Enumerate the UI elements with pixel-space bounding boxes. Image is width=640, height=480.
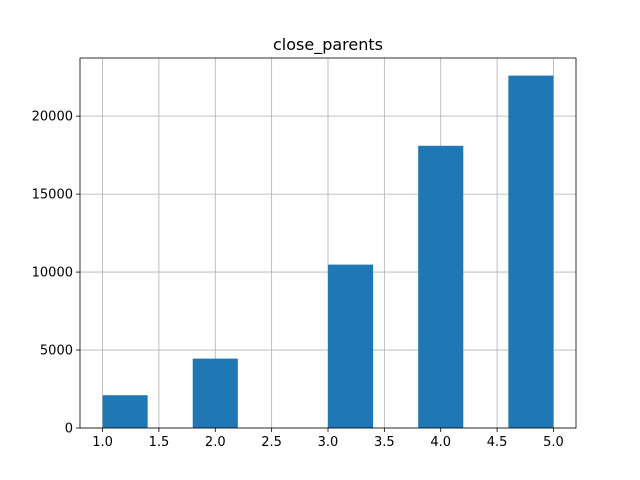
x-tick-label: 3.5 <box>374 435 395 450</box>
y-tick-label: 15000 <box>32 188 73 203</box>
y-tick-label: 10000 <box>32 266 73 281</box>
histogram-bar <box>418 145 464 429</box>
x-tick-label: 1.0 <box>92 435 113 450</box>
x-tick-label: 5.0 <box>543 435 564 450</box>
histogram-bar <box>102 395 148 428</box>
bar-layer <box>102 75 554 429</box>
y-tick-label: 20000 <box>32 110 73 125</box>
x-tick-label: 1.5 <box>149 435 170 450</box>
grid-layer <box>80 58 576 429</box>
y-tick-label: 0 <box>65 422 73 437</box>
axis-layer: 1.0 1.5 2.0 2.5 3.0 3.5 4.0 4.5 5.0 0 5000 10000 150… <box>32 110 564 450</box>
histogram-bar <box>508 75 554 428</box>
chart-title: close_parents <box>273 35 383 55</box>
y-tick-label: 5000 <box>40 344 73 359</box>
plot-frame <box>79 57 577 429</box>
histogram-bar <box>328 264 374 428</box>
x-tick-label: 4.0 <box>430 435 451 450</box>
histogram-bar <box>192 358 238 428</box>
x-tick-label: 2.0 <box>205 435 226 450</box>
x-tick-label: 4.5 <box>487 435 508 450</box>
x-tick-label: 3.0 <box>318 435 339 450</box>
x-tick-label: 2.5 <box>261 435 282 450</box>
